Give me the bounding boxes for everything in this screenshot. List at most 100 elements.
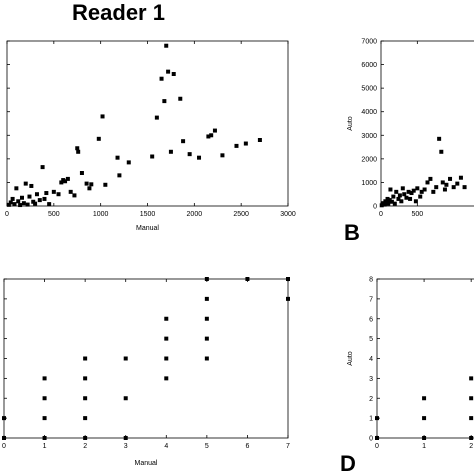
data-point <box>14 186 19 191</box>
y-tick-label: 5000 <box>361 86 377 93</box>
plot-frame <box>380 40 474 207</box>
data-point <box>415 186 420 191</box>
data-point <box>411 188 416 193</box>
data-point <box>442 187 447 192</box>
data-point <box>8 200 13 205</box>
data-point <box>399 199 404 204</box>
data-point <box>462 185 467 190</box>
data-point <box>84 181 89 186</box>
data-point <box>123 356 128 361</box>
panel-c-chart: 0 1 2 3 4 5 6 7 Manual <box>2 277 290 467</box>
x-tick-label: 2 <box>83 443 87 450</box>
y-tick-label: 2 <box>369 396 373 403</box>
data-point <box>469 416 474 421</box>
x-tick-label: 1 <box>422 443 426 450</box>
data-point <box>83 396 88 401</box>
y-tick-label: 1000 <box>361 180 377 187</box>
data-point <box>220 153 225 158</box>
data-point <box>469 376 474 381</box>
data-point <box>40 165 45 170</box>
data-point <box>44 191 49 196</box>
data-point <box>422 436 427 440</box>
y-tick-label: 4000 <box>361 109 377 116</box>
data-point <box>18 203 23 208</box>
data-point <box>408 196 413 201</box>
data-point <box>65 176 70 181</box>
data-point <box>388 187 393 192</box>
data-point <box>204 356 209 361</box>
data-point <box>286 277 290 281</box>
data-point <box>204 316 209 321</box>
data-point <box>19 195 24 200</box>
plot-frame <box>3 278 289 439</box>
x-tick-label: 500 <box>411 211 423 218</box>
x-axis-label: Manual <box>136 225 159 232</box>
panel-d-chart: 0 1 2 0 1 2 3 4 5 6 7 8 Auto <box>347 277 474 450</box>
data-point <box>164 43 169 48</box>
x-tick-label: 2500 <box>233 211 249 218</box>
data-point <box>387 198 392 203</box>
data-point <box>204 336 209 341</box>
data-point <box>162 99 167 104</box>
data-point <box>469 436 474 440</box>
y-tick-label: 0 <box>373 204 377 211</box>
data-point <box>428 176 433 181</box>
data-point <box>444 182 449 187</box>
data-point <box>150 154 155 159</box>
data-point <box>425 180 430 185</box>
x-tick-label: 2000 <box>187 211 203 218</box>
data-point <box>171 72 176 76</box>
data-point <box>187 152 192 157</box>
data-point <box>123 436 128 440</box>
data-point <box>56 192 61 197</box>
data-point <box>47 202 52 207</box>
y-tick-label: 5 <box>369 336 373 343</box>
y-tick-label: 7000 <box>361 39 377 46</box>
y-tick-label: 8 <box>369 277 373 284</box>
data-point <box>391 194 396 199</box>
data-point <box>451 185 456 190</box>
data-point <box>42 436 47 440</box>
x-tick-label: 0 <box>375 443 379 450</box>
data-point <box>159 76 164 81</box>
x-tick-label: 0 <box>2 443 6 450</box>
data-point <box>168 149 173 154</box>
data-point <box>434 185 439 190</box>
data-point <box>458 175 463 180</box>
data-point <box>37 198 42 203</box>
data-point <box>164 316 169 321</box>
data-point <box>12 202 17 207</box>
data-point <box>440 180 445 185</box>
x-tick-label: 5 <box>205 443 209 450</box>
data-point <box>286 296 290 301</box>
data-point <box>413 199 418 204</box>
data-point <box>469 396 474 401</box>
data-point <box>375 436 379 440</box>
data-point <box>83 356 88 361</box>
data-point <box>197 155 202 160</box>
data-point <box>72 193 77 198</box>
data-point <box>448 176 453 181</box>
data-point <box>419 189 424 194</box>
data-point <box>422 416 427 421</box>
data-point <box>386 201 391 206</box>
data-point <box>402 192 407 197</box>
data-point <box>63 179 68 184</box>
data-point <box>382 202 387 207</box>
data-point <box>42 196 47 201</box>
x-tick-label: 2 <box>469 443 473 450</box>
data-point <box>164 336 169 341</box>
x-tick-label: 1000 <box>93 211 109 218</box>
y-tick-label: 1 <box>369 416 373 423</box>
y-tick-label: 6 <box>369 316 373 323</box>
data-point <box>409 191 414 196</box>
data-point <box>83 416 88 421</box>
data-point <box>204 277 209 281</box>
data-point <box>42 396 47 401</box>
data-point <box>392 201 397 206</box>
data-point <box>257 138 262 142</box>
data-point <box>123 396 128 401</box>
data-point <box>126 160 131 165</box>
data-point <box>27 194 32 199</box>
y-axis-label: Auto <box>347 351 354 366</box>
